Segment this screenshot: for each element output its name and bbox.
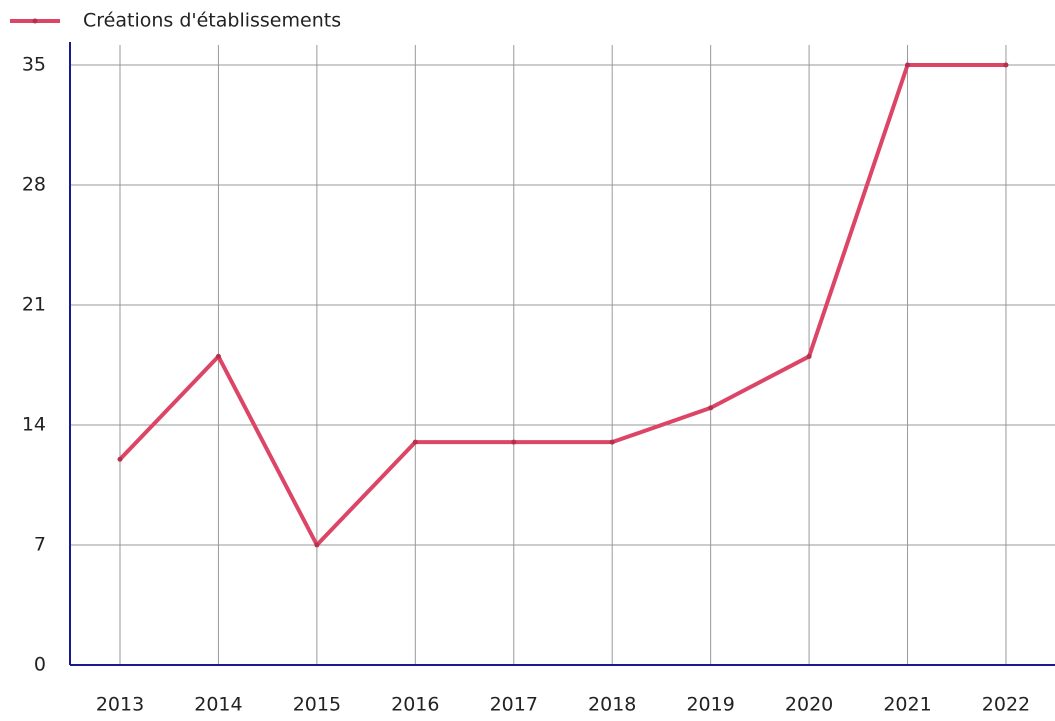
legend-dot xyxy=(32,18,38,24)
x-tick-label: 2015 xyxy=(293,694,341,716)
data-point xyxy=(412,439,418,445)
x-tick-label: 2013 xyxy=(96,694,144,716)
data-point xyxy=(215,353,221,359)
y-tick-label: 7 xyxy=(34,534,46,556)
data-point xyxy=(511,439,517,445)
x-tick-label: 2021 xyxy=(883,694,931,716)
x-tick-label: 2017 xyxy=(490,694,538,716)
data-point xyxy=(314,542,320,548)
legend-label: Créations d'établissements xyxy=(83,10,341,32)
data-point xyxy=(609,439,615,445)
data-point xyxy=(806,353,812,359)
y-tick-label: 21 xyxy=(22,294,46,316)
x-tick-label: 2018 xyxy=(588,694,636,716)
data-point xyxy=(708,405,714,411)
data-point xyxy=(1003,62,1009,68)
y-tick-label: 14 xyxy=(22,414,46,436)
y-tick-label: 35 xyxy=(22,54,46,76)
x-tick-label: 2014 xyxy=(194,694,242,716)
x-tick-label: 2019 xyxy=(686,694,734,716)
y-tick-label: 28 xyxy=(22,174,46,196)
data-point xyxy=(117,456,123,462)
y-tick-label: 0 xyxy=(34,654,46,676)
x-tick-label: 2020 xyxy=(785,694,833,716)
data-line xyxy=(118,63,1006,547)
data-point xyxy=(905,62,911,68)
x-tick-label: 2022 xyxy=(982,694,1030,716)
x-tick-label: 2016 xyxy=(391,694,439,716)
